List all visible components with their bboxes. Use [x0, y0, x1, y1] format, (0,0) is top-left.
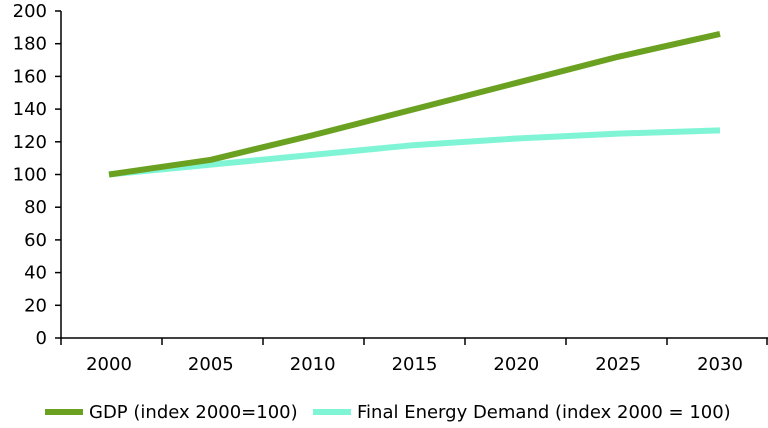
series-lines	[108, 30, 721, 178]
y-axis: 0 20 40 60 80 100 120 140 160 180 200	[13, 1, 62, 349]
x-axis: 2000 2005 2010 2015 2020 2025 2030	[60, 337, 768, 375]
legend-label: GDP (index 2000=100)	[89, 402, 298, 423]
y-tick-label: 80	[24, 197, 47, 218]
y-tick-label: 140	[13, 99, 47, 120]
energy-demand-series-line	[108, 127, 721, 178]
y-tick-label: 200	[13, 1, 47, 22]
y-tick-label: 160	[13, 66, 47, 87]
y-tick-label: 120	[13, 132, 47, 153]
y-tick-label: 20	[24, 295, 47, 316]
y-tick-label: 180	[13, 34, 47, 55]
legend-label: Final Energy Demand (index 2000 = 100)	[357, 402, 731, 423]
y-tick-label: 60	[24, 230, 47, 251]
gdp-series-line	[108, 30, 721, 178]
y-tick-label: 0	[36, 328, 47, 349]
legend: GDP (index 2000=100) Final Energy Demand …	[45, 402, 731, 423]
y-tick-label: 100	[13, 165, 47, 186]
x-tick-label: 2000	[86, 354, 132, 375]
x-tick-label: 2020	[493, 354, 539, 375]
x-tick-label: 2030	[697, 354, 743, 375]
x-tick-label: 2005	[188, 354, 234, 375]
x-tick-label: 2010	[290, 354, 336, 375]
y-tick-label: 40	[24, 263, 47, 284]
x-tick-label: 2015	[392, 354, 438, 375]
x-tick-label: 2025	[595, 354, 641, 375]
